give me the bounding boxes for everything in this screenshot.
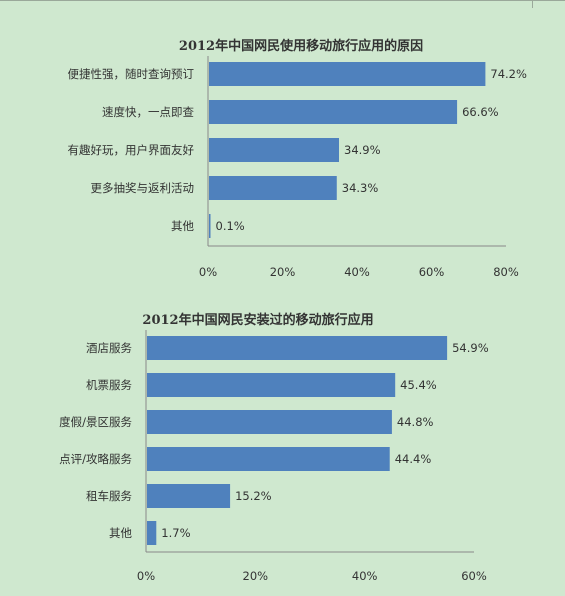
bar [209,100,458,124]
category-label: 租车服务 [86,489,132,503]
x-tick-label: 20% [243,569,269,583]
data-label: 74.2% [490,67,527,81]
x-tick-label: 60% [461,569,487,583]
data-label: 45.4% [400,378,437,392]
data-label: 44.4% [395,452,432,466]
x-tick-label: 0% [199,265,217,279]
x-tick-label: 20% [270,265,296,279]
category-label: 点评/攻略服务 [59,452,132,466]
bar [147,410,392,434]
bar [147,373,396,397]
bar [209,176,337,200]
top-frame-line [0,0,565,1]
x-tick-label: 60% [419,265,445,279]
bar [147,484,231,508]
data-label: 34.9% [344,143,381,157]
bar [209,138,340,162]
category-label: 速度快，一点即查 [102,105,194,119]
bar [209,62,486,86]
bar [147,336,448,360]
category-label: 机票服务 [86,378,132,392]
data-label: 34.3% [342,181,379,195]
data-label: 66.6% [462,105,499,119]
category-label: 其他 [171,219,194,233]
x-tick-label: 40% [344,265,370,279]
data-label: 15.2% [235,489,272,503]
data-label: 0.1% [216,219,245,233]
x-tick-label: 80% [493,265,519,279]
x-tick-label: 40% [352,569,378,583]
category-label: 更多抽奖与返利活动 [91,181,195,195]
data-label: 1.7% [161,526,190,540]
category-label: 酒店服务 [86,341,132,355]
x-tick-label: 0% [137,569,155,583]
chart-title: 2012年中国网民安装过的移动旅行应用 [142,312,373,328]
category-label: 便捷性强，随时查询预订 [68,67,195,81]
bar [147,521,157,545]
bar [147,447,390,471]
category-label: 有趣好玩，用户界面友好 [68,143,195,157]
category-label: 其他 [109,526,132,540]
category-label: 度假/景区服务 [59,415,132,429]
right-frame-line [532,0,533,8]
data-label: 44.8% [397,415,434,429]
bar [209,214,211,238]
data-label: 54.9% [452,341,489,355]
chart-title: 2012年中国网民使用移动旅行应用的原因 [179,38,423,54]
